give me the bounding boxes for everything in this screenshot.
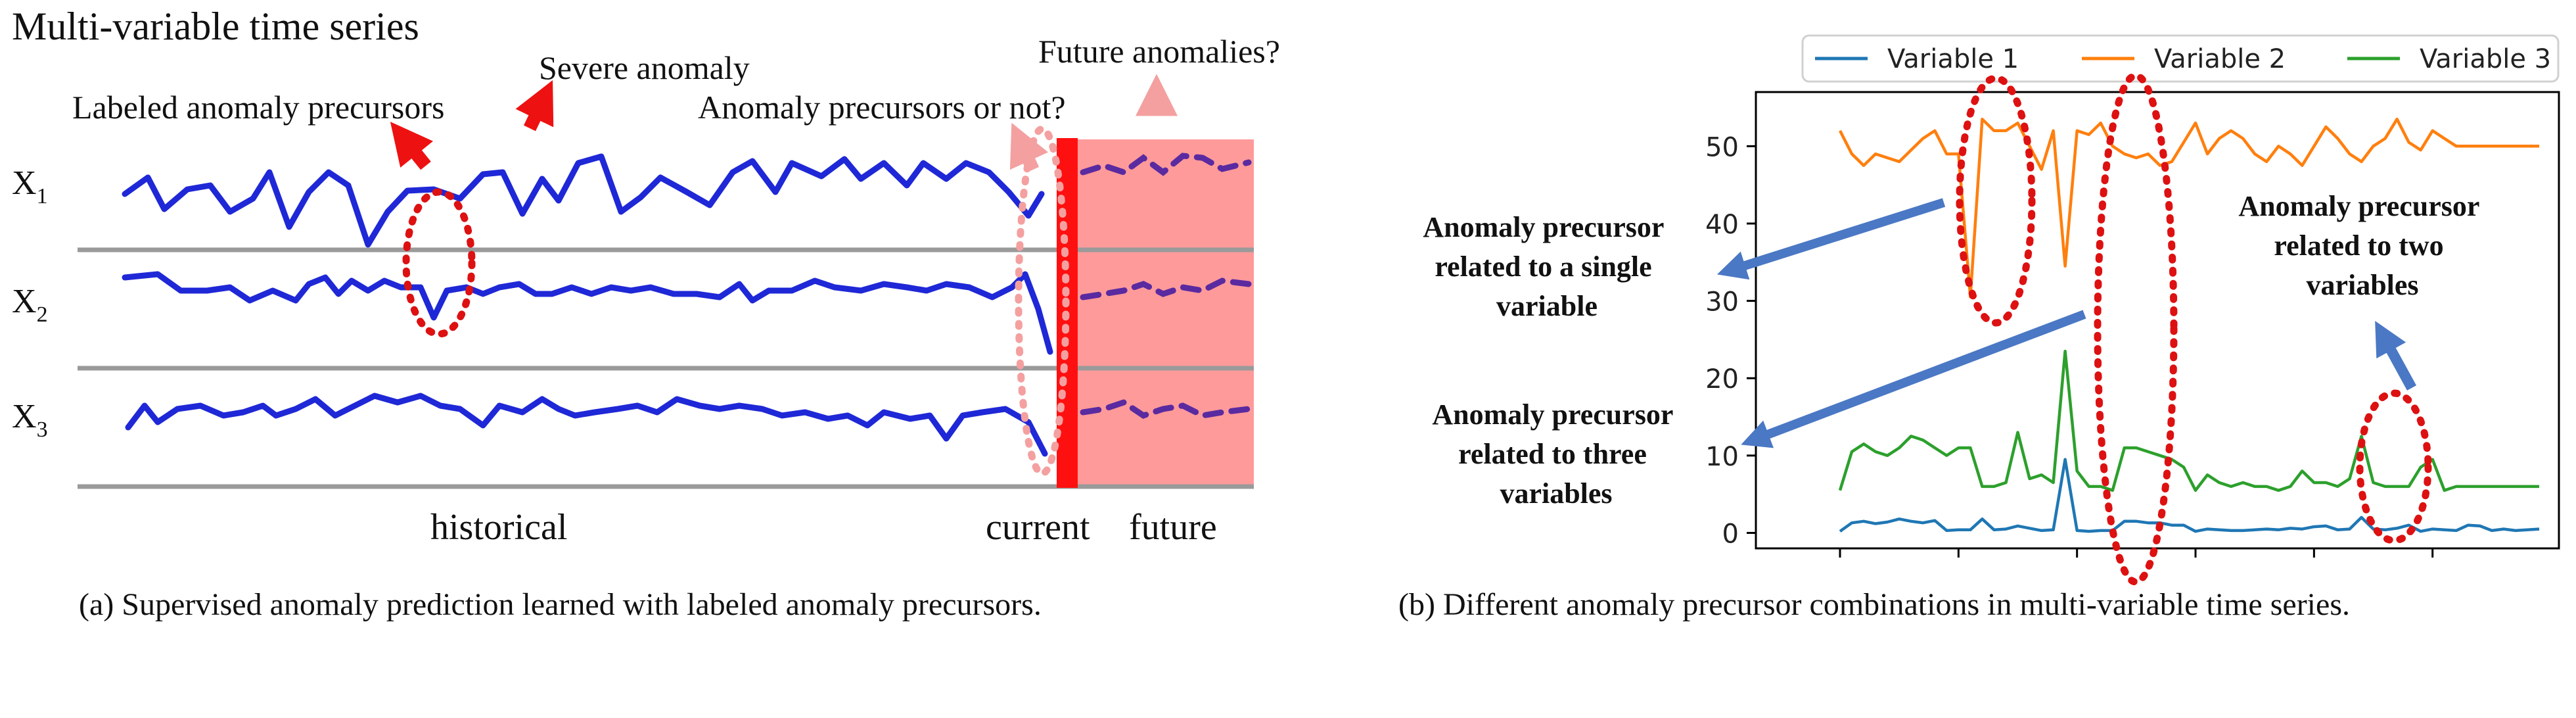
x-ticks	[1839, 548, 2434, 558]
panel-a-caption: (a) Supervised anomaly prediction learne…	[79, 587, 1042, 622]
plot-frame	[1755, 91, 2560, 550]
two-variable-arrow	[2375, 321, 2417, 391]
precursors-or-not-label: Anomaly precursors or not?	[698, 89, 1066, 126]
two-variable-annotation: Anomaly precursor related to two variabl…	[2238, 190, 2486, 301]
severe-anomaly-arrow	[515, 80, 554, 132]
y-tick-label: 0	[1722, 519, 1739, 549]
y-tick-label: 20	[1705, 364, 1739, 395]
row-label-x3: X3	[12, 398, 48, 442]
chart-lines	[1838, 117, 2540, 533]
historical-label: historical	[430, 507, 567, 548]
future-label: future	[1129, 507, 1217, 548]
single-variable-annotation: Anomaly precursor related to a single va…	[1423, 211, 1670, 322]
series-line-variable-2	[1838, 117, 2539, 299]
precursor-question-arrow	[1009, 122, 1049, 173]
row-label-x1: X1	[12, 164, 48, 208]
single-variable-ellipse	[1956, 74, 2036, 327]
signal-x1	[122, 153, 1045, 248]
labeled-precursor-arrow	[390, 122, 434, 170]
y-tick-label: 10	[1705, 442, 1739, 472]
labeled-precursor-ellipse	[402, 188, 476, 338]
future-signal-x3	[1080, 399, 1252, 419]
three-variable-arrow	[1741, 310, 2086, 448]
legend: Variable 1 Variable 2 Variable 3	[1801, 34, 2560, 83]
series-line-variable-1	[1839, 458, 2540, 533]
series-line-variable-3	[1838, 349, 2539, 492]
two-variable-ellipse	[2356, 389, 2432, 544]
y-ticks: 0 10 20 30 40 50	[1705, 132, 1756, 549]
signal-x3	[125, 393, 1048, 457]
y-tick-label: 30	[1705, 287, 1739, 318]
panel-a-title: Multi-variable time series	[12, 5, 419, 48]
single-variable-arrow	[1716, 198, 1946, 280]
future-signal-x2	[1080, 277, 1252, 300]
legend-box	[1801, 34, 2560, 83]
future-signal-x1	[1080, 153, 1252, 176]
labeled-precursors-label: Labeled anomaly precursors	[72, 89, 444, 126]
future-signals	[1080, 153, 1252, 419]
three-variable-ellipse	[2094, 72, 2178, 586]
future-anomalies-label: Future anomalies?	[1038, 33, 1280, 70]
signal-x2	[122, 271, 1053, 355]
future-region	[1078, 139, 1254, 487]
chart-axes: 0 10 20 30 40 50	[1705, 91, 2560, 558]
legend-label-variable-1: Variable 1	[1887, 44, 2019, 74]
panel-a: Multi-variable time series X1 X2 X3	[12, 5, 1280, 622]
y-tick-label: 50	[1705, 132, 1739, 162]
panel-b-caption: (b) Different anomaly precursor combinat…	[1398, 587, 2350, 622]
three-variable-annotation: Anomaly precursor related to three varia…	[1432, 398, 1680, 510]
y-tick-label: 40	[1705, 210, 1739, 240]
severe-anomaly-label: Severe anomaly	[539, 49, 750, 86]
row-label-x2: X2	[12, 283, 48, 327]
legend-label-variable-3: Variable 3	[2420, 44, 2551, 74]
legend-label-variable-2: Variable 2	[2154, 44, 2286, 74]
historical-signals	[122, 153, 1053, 457]
current-label: current	[986, 507, 1090, 548]
